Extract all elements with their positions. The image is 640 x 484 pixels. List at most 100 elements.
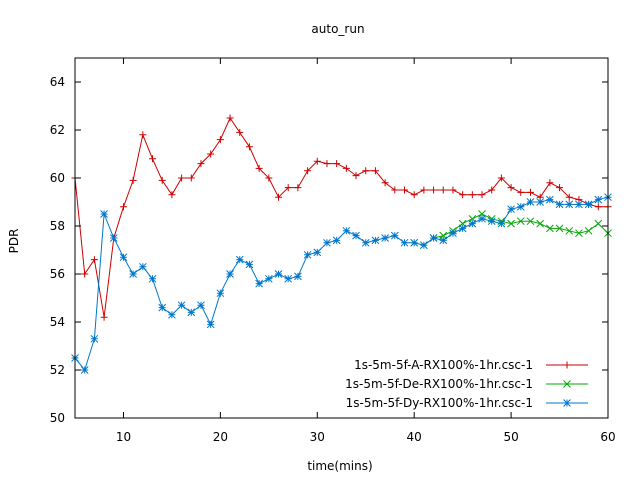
y-tick-label: 58 xyxy=(50,219,65,233)
chart-title: auto_run xyxy=(311,22,364,36)
data-point xyxy=(594,195,603,204)
y-tick-label: 52 xyxy=(50,363,65,377)
y-tick-label: 60 xyxy=(50,171,65,185)
legend-entry: 1s-5m-5f-A-RX100%-1hr.csc-1 xyxy=(354,358,588,372)
data-point xyxy=(430,186,438,194)
data-point xyxy=(168,191,176,199)
data-point xyxy=(264,274,273,283)
data-point xyxy=(546,224,554,233)
data-point xyxy=(168,310,176,319)
data-point xyxy=(516,217,525,226)
data-point xyxy=(207,150,215,158)
legend-marker xyxy=(563,380,571,388)
series-1 xyxy=(71,114,612,321)
data-point xyxy=(459,191,467,199)
data-point xyxy=(119,253,128,262)
legend: 1s-5m-5f-A-RX100%-1hr.csc-1 1s-5m-5f-De-R… xyxy=(345,358,588,410)
data-point xyxy=(81,270,89,278)
data-point xyxy=(536,219,545,228)
data-point xyxy=(584,200,593,209)
y-tick-label: 54 xyxy=(50,315,65,329)
data-point xyxy=(90,256,98,264)
data-point xyxy=(109,234,118,242)
data-point xyxy=(390,231,399,240)
data-point xyxy=(546,179,554,187)
data-point xyxy=(429,234,438,242)
data-point xyxy=(400,238,409,247)
y-tick-label: 62 xyxy=(50,123,65,137)
data-point xyxy=(371,167,379,175)
data-point xyxy=(449,229,457,238)
legend-label: 1s-5m-5f-De-RX100%-1hr.csc-1 xyxy=(345,377,533,391)
data-point xyxy=(478,214,486,223)
data-point xyxy=(226,270,234,278)
data-point xyxy=(197,301,205,310)
data-point xyxy=(294,272,302,281)
data-point xyxy=(255,279,263,288)
data-point xyxy=(313,157,321,165)
data-point xyxy=(100,313,108,321)
data-point xyxy=(187,308,196,317)
data-point xyxy=(255,164,263,172)
data-point xyxy=(226,114,234,122)
data-point xyxy=(565,200,574,209)
data-point xyxy=(594,219,603,228)
x-tick-label: 40 xyxy=(407,430,422,444)
data-point xyxy=(148,274,157,283)
data-point xyxy=(555,200,564,209)
data-point xyxy=(139,131,147,139)
data-point xyxy=(100,210,108,218)
data-point xyxy=(80,366,89,374)
data-point xyxy=(342,164,350,172)
data-point xyxy=(555,224,564,233)
data-point xyxy=(565,226,574,235)
data-point xyxy=(400,186,408,194)
data-point xyxy=(129,270,137,278)
data-point xyxy=(197,160,205,168)
data-point xyxy=(410,191,418,199)
data-point xyxy=(216,289,225,298)
data-point xyxy=(381,234,389,242)
data-point xyxy=(138,262,147,271)
series-layer xyxy=(71,114,612,374)
data-point xyxy=(129,176,137,184)
data-point xyxy=(546,195,554,204)
data-point xyxy=(439,236,448,245)
data-point xyxy=(575,200,583,209)
x-tick-label: 60 xyxy=(600,430,615,444)
data-point xyxy=(323,160,331,168)
data-point xyxy=(526,217,535,226)
data-point xyxy=(381,179,389,187)
data-point xyxy=(313,248,322,257)
data-point xyxy=(158,176,166,184)
legend-marker xyxy=(563,361,571,369)
data-point xyxy=(284,184,292,192)
data-point xyxy=(439,186,447,194)
x-tick-label: 20 xyxy=(213,430,228,444)
legend-label: 1s-5m-5f-A-RX100%-1hr.csc-1 xyxy=(354,358,533,372)
series-3 xyxy=(71,193,612,374)
data-point xyxy=(187,174,195,182)
legend-marker xyxy=(563,399,571,407)
data-point xyxy=(158,303,167,312)
data-point xyxy=(556,184,564,192)
data-point xyxy=(119,203,127,211)
axis-layer: 10 20 30 40 50 60 50 52 54 56 58 60 62 64 xyxy=(50,57,616,444)
x-tick-label: 30 xyxy=(310,430,325,444)
y-axis-label: PDR xyxy=(7,229,21,254)
data-point xyxy=(274,270,283,278)
data-point xyxy=(487,217,496,226)
plot-border xyxy=(74,57,609,419)
data-point xyxy=(488,186,496,194)
data-point xyxy=(565,193,573,201)
data-point xyxy=(361,238,370,247)
data-point xyxy=(391,186,399,194)
data-point xyxy=(294,184,302,192)
data-point xyxy=(516,202,525,211)
data-point xyxy=(332,236,341,245)
data-point xyxy=(536,198,545,206)
data-point xyxy=(304,167,312,175)
data-point xyxy=(507,205,515,214)
